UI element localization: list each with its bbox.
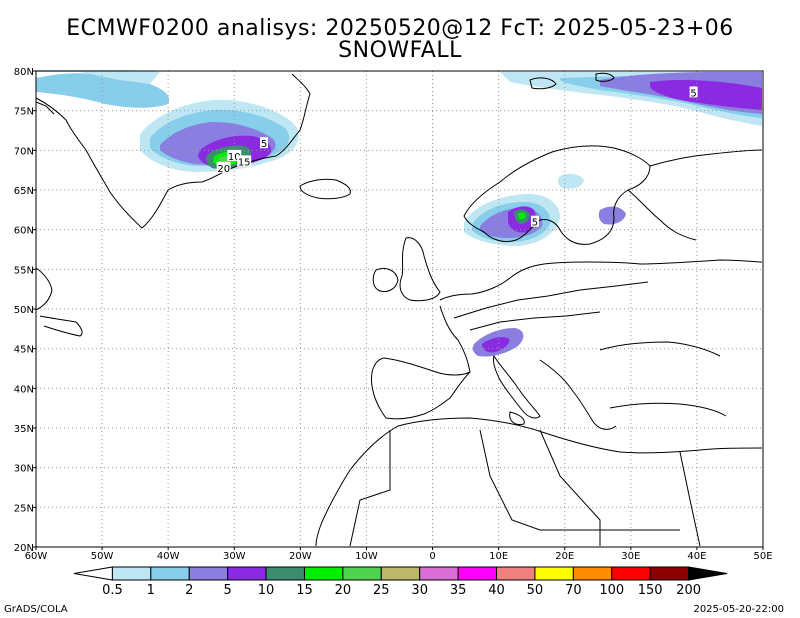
y-tick-label: 20N (14, 543, 34, 554)
x-tick-label: 10W (355, 551, 378, 562)
colorbar-swatch (73, 566, 113, 581)
contour-label-bg (260, 137, 269, 149)
colorbar-swatch (649, 566, 690, 581)
y-tick-label: 55N (14, 265, 34, 276)
colorbar-level-label: 40 (488, 583, 505, 598)
y-tick-label: 65N (14, 186, 34, 197)
x-tick-label: 40E (687, 551, 706, 562)
colorbar-level-label: 15 (296, 583, 313, 598)
contour-label: 5 (261, 139, 267, 150)
colorbar-swatch (265, 566, 305, 581)
x-tick-label: 30E (621, 551, 640, 562)
colorbar-swatch (572, 566, 613, 581)
colorbar: 0.5 1 2 5 10 15 20 25 30 35 40 50 70 100 150 200 (73, 566, 728, 598)
colorbar-level-label: 30 (411, 583, 428, 598)
colorbar-level-label: 35 (450, 583, 467, 598)
y-tick-label: 70N (14, 146, 34, 157)
colorbar-swatch (611, 566, 651, 581)
colorbar-swatch (150, 566, 190, 581)
contour-label: 20 (217, 164, 230, 175)
y-axis-labels: 20N 25N 30N 35N 40N 45N 50N 55N 60N 65N 70N 75N 80N (14, 67, 36, 554)
footer-timestamp: 2025-05-20-22:00 (693, 604, 784, 615)
y-tick-label: 30N (14, 464, 34, 475)
x-tick-label: 30W (223, 551, 246, 562)
x-tick-label: 20W (289, 551, 312, 562)
map-gridlines (36, 71, 763, 547)
contour-label: 5 (690, 88, 696, 99)
contour-label: 5 (532, 218, 538, 229)
colorbar-level-label: 50 (527, 583, 544, 598)
colorbar-level-label: 1 (147, 583, 155, 598)
x-tick-label: 50E (753, 551, 772, 562)
colorbar-level-label: 25 (373, 583, 390, 598)
y-tick-label: 40N (14, 384, 34, 395)
y-tick-label: 35N (14, 424, 34, 435)
map-title: ECMWF0200 analisys: 20250520@12 FcT: 202… (66, 16, 734, 41)
x-tick-label: 60W (25, 551, 48, 562)
x-tick-label: 0 (429, 551, 435, 562)
colorbar-level-label: 200 (676, 583, 701, 598)
x-tick-label: 50W (91, 551, 114, 562)
contour-label-bg (227, 149, 242, 161)
colorbar-swatch (342, 566, 382, 581)
colorbar-swatch (303, 566, 344, 581)
colorbar-level-label: 150 (638, 583, 663, 598)
colorbar-swatch (111, 566, 152, 581)
colorbar-level-label: 20 (335, 583, 352, 598)
x-tick-label: 40W (157, 551, 180, 562)
y-tick-label: 75N (14, 107, 34, 118)
colorbar-level-label: 10 (258, 583, 275, 598)
x-axis-labels: 60W 50W 40W 30W 20W 10W 0 10E 20E 30E 40E 50E (25, 547, 773, 562)
contour-label: 15 (238, 157, 251, 168)
colorbar-swatch (419, 566, 459, 581)
colorbar-level-label: 0.5 (102, 583, 123, 598)
contour-label: 10 (228, 152, 241, 163)
colorbar-swatch (457, 566, 498, 581)
y-tick-label: 50N (14, 305, 34, 316)
colorbar-level-label: 2 (185, 583, 193, 598)
y-tick-label: 80N (14, 67, 34, 78)
contour-label-bg (216, 161, 231, 173)
snowfall-shading (36, 70, 762, 357)
coastlines (35, 72, 763, 547)
map-subtitle: SNOWFALL (338, 38, 462, 63)
y-tick-label: 25N (14, 503, 34, 514)
contour-label-bg (237, 155, 252, 167)
y-tick-label: 60N (14, 226, 34, 237)
contour-label-bg (530, 215, 539, 227)
x-tick-label: 20E (555, 551, 574, 562)
x-tick-label: 10E (489, 551, 508, 562)
colorbar-level-label: 5 (224, 583, 232, 598)
colorbar-swatch (688, 566, 728, 581)
colorbar-level-label: 70 (565, 583, 582, 598)
colorbar-swatch (188, 566, 229, 581)
footer-credit: GrADS/COLA (4, 604, 68, 615)
colorbar-swatch (496, 566, 536, 581)
colorbar-level-label: 100 (599, 583, 624, 598)
y-tick-label: 45N (14, 345, 34, 356)
contour-label-bg (689, 86, 698, 98)
colorbar-swatch (227, 566, 267, 581)
colorbar-swatch (380, 566, 421, 581)
colorbar-swatch (534, 566, 574, 581)
